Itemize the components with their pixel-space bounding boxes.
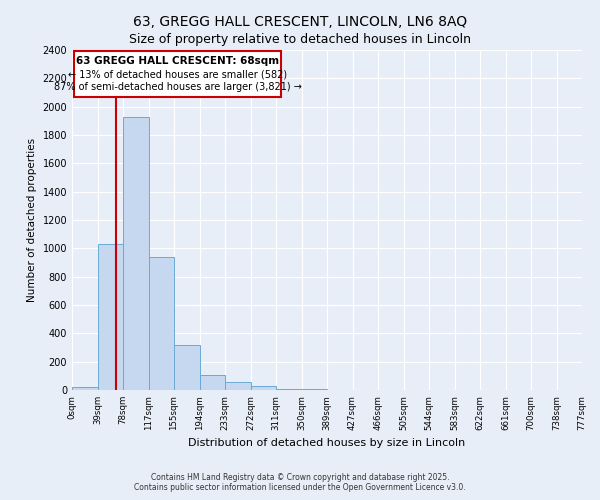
Y-axis label: Number of detached properties: Number of detached properties <box>27 138 37 302</box>
Bar <box>276 388 302 390</box>
Text: 87% of semi-detached houses are larger (3,821) →: 87% of semi-detached houses are larger (… <box>53 82 302 92</box>
Bar <box>174 344 199 390</box>
Text: Contains HM Land Registry data © Crown copyright and database right 2025.
Contai: Contains HM Land Registry data © Crown c… <box>134 473 466 492</box>
Text: Size of property relative to detached houses in Lincoln: Size of property relative to detached ho… <box>129 32 471 46</box>
Bar <box>149 257 174 390</box>
Bar <box>123 116 149 390</box>
Bar <box>199 375 225 390</box>
Text: 63 GREGG HALL CRESCENT: 68sqm: 63 GREGG HALL CRESCENT: 68sqm <box>76 56 279 66</box>
Bar <box>72 387 97 390</box>
Bar <box>225 382 251 390</box>
Bar <box>251 386 276 390</box>
Bar <box>97 244 123 390</box>
X-axis label: Distribution of detached houses by size in Lincoln: Distribution of detached houses by size … <box>188 438 466 448</box>
Text: 63, GREGG HALL CRESCENT, LINCOLN, LN6 8AQ: 63, GREGG HALL CRESCENT, LINCOLN, LN6 8A… <box>133 15 467 29</box>
FancyBboxPatch shape <box>74 52 281 97</box>
Text: ← 13% of detached houses are smaller (582): ← 13% of detached houses are smaller (58… <box>68 69 287 79</box>
